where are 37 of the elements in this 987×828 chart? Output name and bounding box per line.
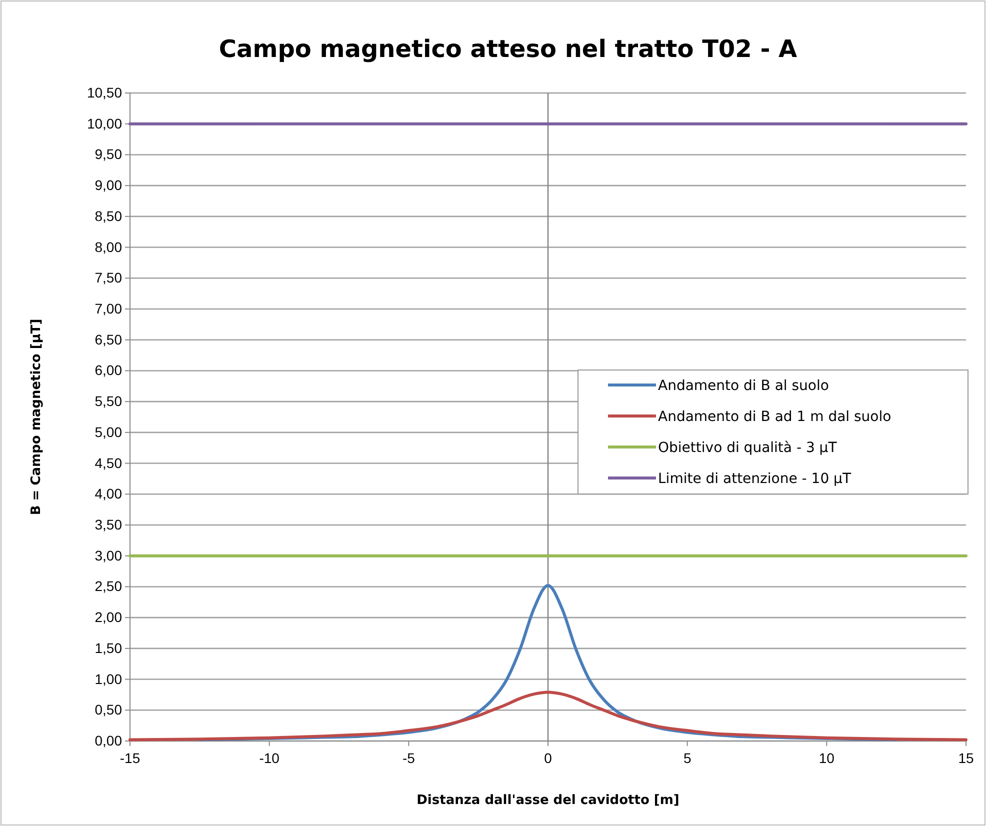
y-tick-label: 6,00 xyxy=(94,362,122,378)
x-tick-label: 10 xyxy=(818,750,835,766)
y-tick-label: 2,00 xyxy=(94,609,122,626)
x-tick-label: 15 xyxy=(958,750,974,766)
legend-label: Obiettivo di qualità - 3 µT xyxy=(658,440,838,456)
y-axis-title: B = Campo magnetico [µT] xyxy=(29,318,44,516)
y-tick-label: 5,50 xyxy=(94,393,122,410)
x-tick-label: 0 xyxy=(544,750,552,766)
x-tick-label: 5 xyxy=(683,750,692,766)
y-tick-label: 3,00 xyxy=(94,547,122,564)
y-tick-label: 1,50 xyxy=(94,640,122,656)
y-tick-label: 3,50 xyxy=(94,516,122,532)
y-tick-label: 10,00 xyxy=(86,115,122,132)
y-tick-label: 8,50 xyxy=(94,208,122,224)
y-tick-label: 1,00 xyxy=(94,670,122,687)
y-tick-label: 0,00 xyxy=(94,732,122,748)
y-tick-label: 8,00 xyxy=(94,238,122,255)
y-tick-label: 7,00 xyxy=(94,300,122,316)
chart-title: Campo magnetico atteso nel tratto T02 - A xyxy=(218,35,798,63)
x-tick-label: -10 xyxy=(259,750,280,766)
legend-label: Andamento di B ad 1 m dal suolo xyxy=(658,409,892,425)
y-tick-label: 10,50 xyxy=(86,84,122,100)
y-tick-label: 7,50 xyxy=(94,270,122,286)
y-tick-label: 4,50 xyxy=(94,454,122,471)
line-series xyxy=(128,690,968,742)
y-tick-label: 9,50 xyxy=(94,146,122,162)
y-tick-label: 0,50 xyxy=(94,702,122,718)
y-tick-label: 6,50 xyxy=(94,331,122,348)
x-tick-label: -15 xyxy=(120,750,140,766)
y-tick-label: 5,00 xyxy=(94,424,122,440)
y-tick-label: 4,00 xyxy=(94,486,122,502)
legend-label: Andamento di B al suolo xyxy=(658,378,829,394)
x-tick-label: -5 xyxy=(402,750,416,766)
y-tick-label: 2,50 xyxy=(94,578,122,594)
legend-label: Limite di attenzione - 10 µT xyxy=(658,471,852,487)
x-axis-title: Distanza dall'asse del cavidotto [m] xyxy=(416,793,680,808)
y-tick-label: 9,00 xyxy=(94,177,122,194)
